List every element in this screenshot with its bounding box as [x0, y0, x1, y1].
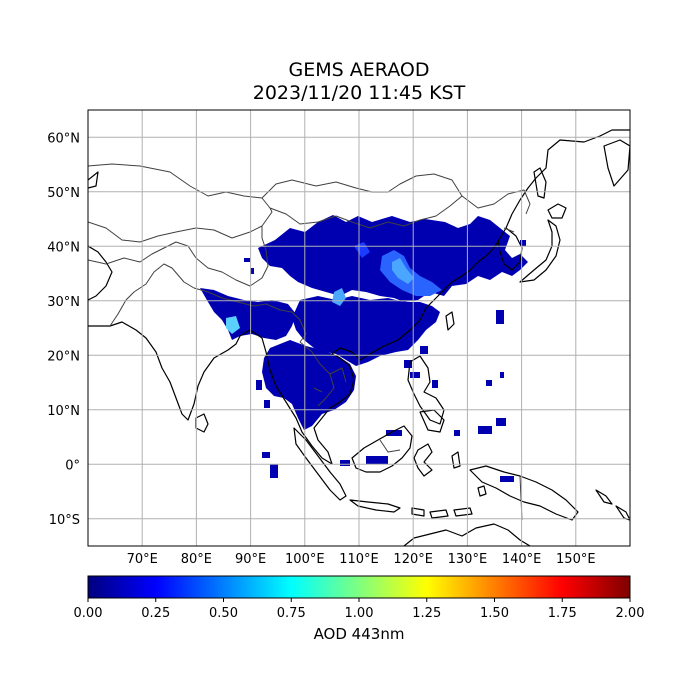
japan-outline — [519, 219, 561, 283]
lon-tick-label: 100°E — [285, 552, 325, 567]
lon-tick-label: 130°E — [448, 552, 488, 567]
mindanao-outline — [419, 409, 445, 433]
colorbar-tick-label: 0.50 — [209, 606, 238, 621]
mongolia-china-border — [261, 195, 463, 229]
sakhalin-outline — [533, 167, 547, 199]
se-asia-coastline — [239, 213, 513, 465]
lat-tick-label: 30°N — [47, 295, 80, 310]
hokkaido-outline — [547, 203, 567, 219]
colorbar-tick-label: 1.00 — [345, 606, 374, 621]
lon-tick-label: 70°E — [127, 552, 158, 567]
sulawesi-outline — [413, 443, 433, 477]
india-coastline — [88, 321, 241, 421]
kamchatka-outline — [603, 139, 630, 187]
lat-tick-label: 50°N — [47, 186, 80, 201]
new-guinea-outline — [469, 465, 579, 521]
indochina-borders — [299, 341, 347, 407]
lat-tick-label: 60°N — [47, 131, 80, 146]
aod-plume-west — [226, 316, 240, 334]
lat-tick-label: 0° — [65, 458, 80, 473]
colorbar-tick-label: 0.00 — [74, 606, 103, 621]
colorbar-tick-label: 1.75 — [548, 606, 577, 621]
colorbar-tick-label: 1.25 — [412, 606, 441, 621]
lon-tick-label: 90°E — [235, 552, 266, 567]
aod-plume-sichuan — [332, 288, 346, 306]
lat-tick-label: 10°S — [49, 513, 80, 528]
java-outline — [349, 499, 401, 513]
aod-region-indochina — [262, 340, 356, 430]
taiwan-outline — [445, 311, 455, 331]
central-asia-borders — [88, 207, 273, 243]
sri-lanka-outline — [195, 413, 209, 433]
australia-coastline — [403, 523, 531, 546]
aod-region-india-north — [200, 288, 296, 340]
latitude-labels: 60°N 50°N 40°N 30°N 20°N 10°N 0° 10°S — [47, 131, 80, 528]
lon-tick-label: 110°E — [339, 552, 379, 567]
borneo-outline — [351, 425, 413, 473]
korea-border — [503, 227, 515, 233]
lat-tick-label: 10°N — [47, 404, 80, 419]
lat-tick-label: 40°N — [47, 240, 80, 255]
arabian-coastline — [88, 245, 113, 301]
colorbar-tick-label: 0.25 — [141, 606, 170, 621]
aod-plume-core — [392, 258, 414, 284]
colorbar: 0.00 0.25 0.50 0.75 1.00 1.25 1.50 1.75 2.00 AOD… — [74, 575, 645, 643]
lon-tick-label: 150°E — [556, 552, 596, 567]
map-timestamp: 2023/11/20 11:45 KST — [252, 82, 466, 104]
colorbar-tick-label: 0.75 — [277, 606, 306, 621]
map-gridlines — [88, 110, 630, 546]
aod-region-south-china — [292, 296, 440, 366]
map-title: GEMS AERAOD — [288, 59, 430, 81]
colorbar-tick-label: 2.00 — [616, 606, 645, 621]
afghanistan-border — [88, 241, 197, 265]
lon-tick-label: 140°E — [502, 552, 542, 567]
colorbar-gradient — [87, 575, 631, 599]
korea-coastline — [497, 227, 523, 271]
lon-tick-label: 80°E — [181, 552, 212, 567]
longitude-labels: 70°E 80°E 90°E 100°E 110°E 120°E 130°E 140°E 150… — [127, 552, 596, 567]
himalaya-border — [193, 287, 307, 343]
small-islands — [411, 451, 630, 521]
pakistan-india-border — [109, 263, 195, 327]
china-west-border — [195, 226, 269, 287]
aod-region-korea — [470, 240, 494, 270]
west-coast — [88, 171, 99, 189]
colorbar-tick-label: 1.50 — [480, 606, 509, 621]
lat-tick-label: 20°N — [47, 349, 80, 364]
lon-tick-label: 120°E — [393, 552, 433, 567]
colorbar-ticks: 0.00 0.25 0.50 0.75 1.00 1.25 1.50 1.75 2.00 — [74, 598, 645, 621]
borneo-border — [379, 439, 401, 453]
colorbar-label: AOD 443nm — [314, 625, 405, 643]
russia-kazakhstan-border — [88, 163, 531, 215]
map-frame — [87, 109, 631, 547]
